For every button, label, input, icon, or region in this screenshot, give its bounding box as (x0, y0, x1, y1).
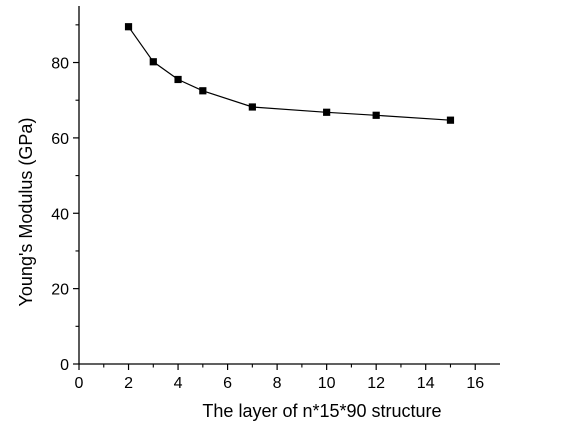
data-point (124, 23, 133, 31)
data-point (248, 103, 256, 111)
data-point (372, 111, 380, 119)
x-tick-label: 16 (466, 375, 484, 392)
y-tick-label: 80 (51, 56, 69, 73)
x-axis-ticks: 0 2 4 6 8 10 12 14 16 (75, 364, 484, 392)
y-tick-label: 40 (51, 206, 69, 223)
series-line (128, 26, 451, 121)
x-tick-label: 2 (124, 375, 133, 392)
x-tick-label: 10 (318, 375, 336, 392)
x-tick-label: 0 (75, 375, 84, 392)
y-axis-ticks: 0 20 40 60 80 (51, 24, 79, 374)
series-layer (124, 23, 455, 124)
x-axis-label: The layer of n*15*90 structure (202, 401, 441, 421)
y-tick-label: 60 (51, 131, 69, 148)
data-point (149, 58, 157, 66)
y-axis-label: Young's Modulus (GPa) (16, 118, 36, 307)
x-tick-label: 12 (367, 375, 385, 392)
x-tick-label: 4 (174, 375, 183, 392)
y-tick-label: 20 (51, 282, 69, 299)
data-point (199, 87, 207, 95)
data-point (174, 75, 182, 84)
data-point (446, 116, 455, 124)
y-tick-label: 0 (60, 357, 69, 374)
data-point (323, 108, 331, 116)
x-tick-label: 6 (223, 375, 232, 392)
x-tick-label: 8 (273, 375, 282, 392)
plot-area: 0 2 4 6 8 10 12 14 16 0 20 40 60 80 (51, 6, 500, 392)
x-tick-label: 14 (417, 375, 435, 392)
